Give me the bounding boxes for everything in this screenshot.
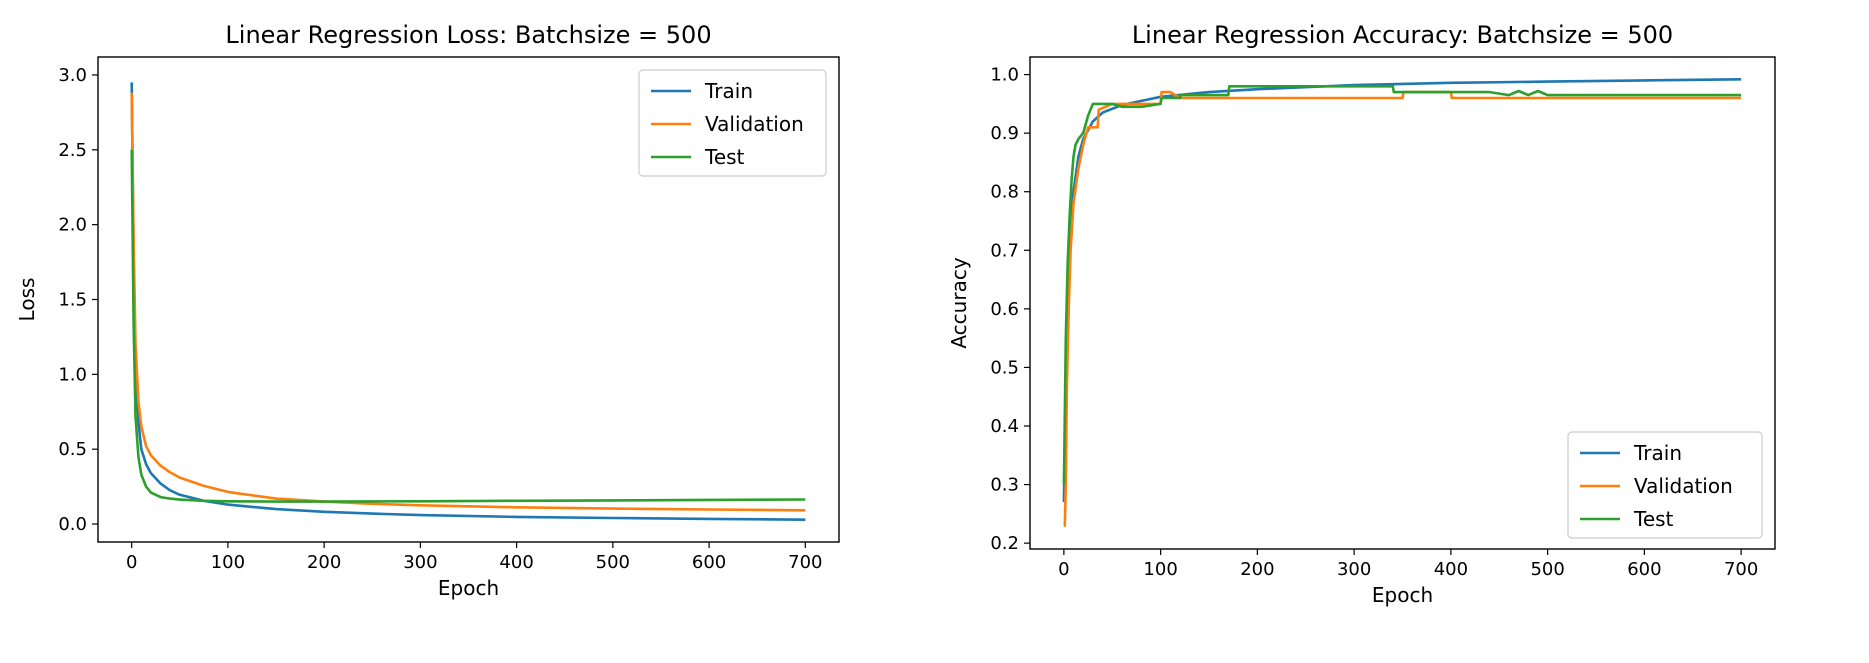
y-axis-label: Loss — [15, 278, 39, 322]
x-tick-label: 300 — [1337, 559, 1371, 580]
x-tick-label: 700 — [788, 552, 822, 573]
y-tick-label: 0.5 — [990, 357, 1019, 378]
y-tick-label: 2.0 — [58, 215, 87, 236]
legend-label-test: Test — [1633, 507, 1674, 531]
legend-label-test: Test — [704, 145, 745, 169]
legend: Train Validation Test — [1567, 431, 1763, 539]
legend-label-train: Train — [1633, 441, 1682, 465]
legend-box — [1567, 431, 1763, 539]
legend-box — [638, 69, 827, 177]
y-tick-label: 1.0 — [58, 364, 87, 385]
series-line-test — [130, 149, 806, 503]
y-tick-label: 0.4 — [990, 416, 1019, 437]
y-tick-label: 1.0 — [990, 65, 1019, 86]
y-axis-label: Accuracy — [947, 257, 971, 348]
x-tick-label: 200 — [307, 552, 341, 573]
y-tick-label: 0.5 — [58, 439, 87, 460]
chart-2: Linear Regression Accuracy: Batchsize = … — [947, 21, 1776, 607]
x-tick-label: 100 — [211, 552, 245, 573]
x-tick-label: 600 — [1627, 559, 1661, 580]
x-tick-label: 600 — [692, 552, 726, 573]
y-tick-label: 0.3 — [990, 475, 1019, 496]
x-tick-label: 400 — [1434, 559, 1468, 580]
y-tick-label: 3.0 — [58, 65, 87, 86]
legend: Train Validation Test — [638, 69, 827, 177]
x-tick-label: 500 — [1530, 559, 1564, 580]
chart-title: Linear Regression Loss: Batchsize = 500 — [225, 21, 711, 49]
x-tick-label: 0 — [126, 552, 137, 573]
x-tick-label: 0 — [1058, 559, 1069, 580]
x-tick-label: 200 — [1240, 559, 1274, 580]
series-line-validation — [130, 92, 806, 512]
series-line-validation — [1063, 90, 1742, 527]
legend-label-validation: Validation — [705, 112, 804, 136]
y-tick-label: 0.0 — [58, 514, 87, 535]
chart-title: Linear Regression Accuracy: Batchsize = … — [1132, 21, 1673, 49]
x-tick-label: 300 — [403, 552, 437, 573]
x-axis-label: Epoch — [438, 576, 499, 600]
legend-label-train: Train — [704, 79, 753, 103]
y-tick-label: 0.6 — [990, 299, 1019, 320]
series-lines — [130, 82, 806, 521]
y-tick-label: 0.9 — [990, 123, 1019, 144]
series-line-train — [130, 82, 806, 521]
y-tick-label: 0.2 — [990, 533, 1019, 554]
x-tick-label: 500 — [596, 552, 630, 573]
x-tick-label: 100 — [1143, 559, 1177, 580]
series-line-test — [1062, 85, 1742, 485]
x-axis-label: Epoch — [1372, 583, 1433, 607]
y-tick-label: 0.7 — [990, 240, 1019, 261]
y-tick-label: 1.5 — [58, 290, 87, 311]
chart-1: Linear Regression Loss: Batchsize = 500 0… — [15, 21, 840, 600]
x-tick-label: 400 — [499, 552, 533, 573]
legend-label-validation: Validation — [1634, 474, 1733, 498]
y-tick-label: 0.8 — [990, 182, 1019, 203]
x-tick-label: 700 — [1724, 559, 1758, 580]
plot-frame — [1029, 56, 1776, 550]
series-lines — [1062, 78, 1742, 527]
y-tick-label: 2.5 — [58, 140, 87, 161]
